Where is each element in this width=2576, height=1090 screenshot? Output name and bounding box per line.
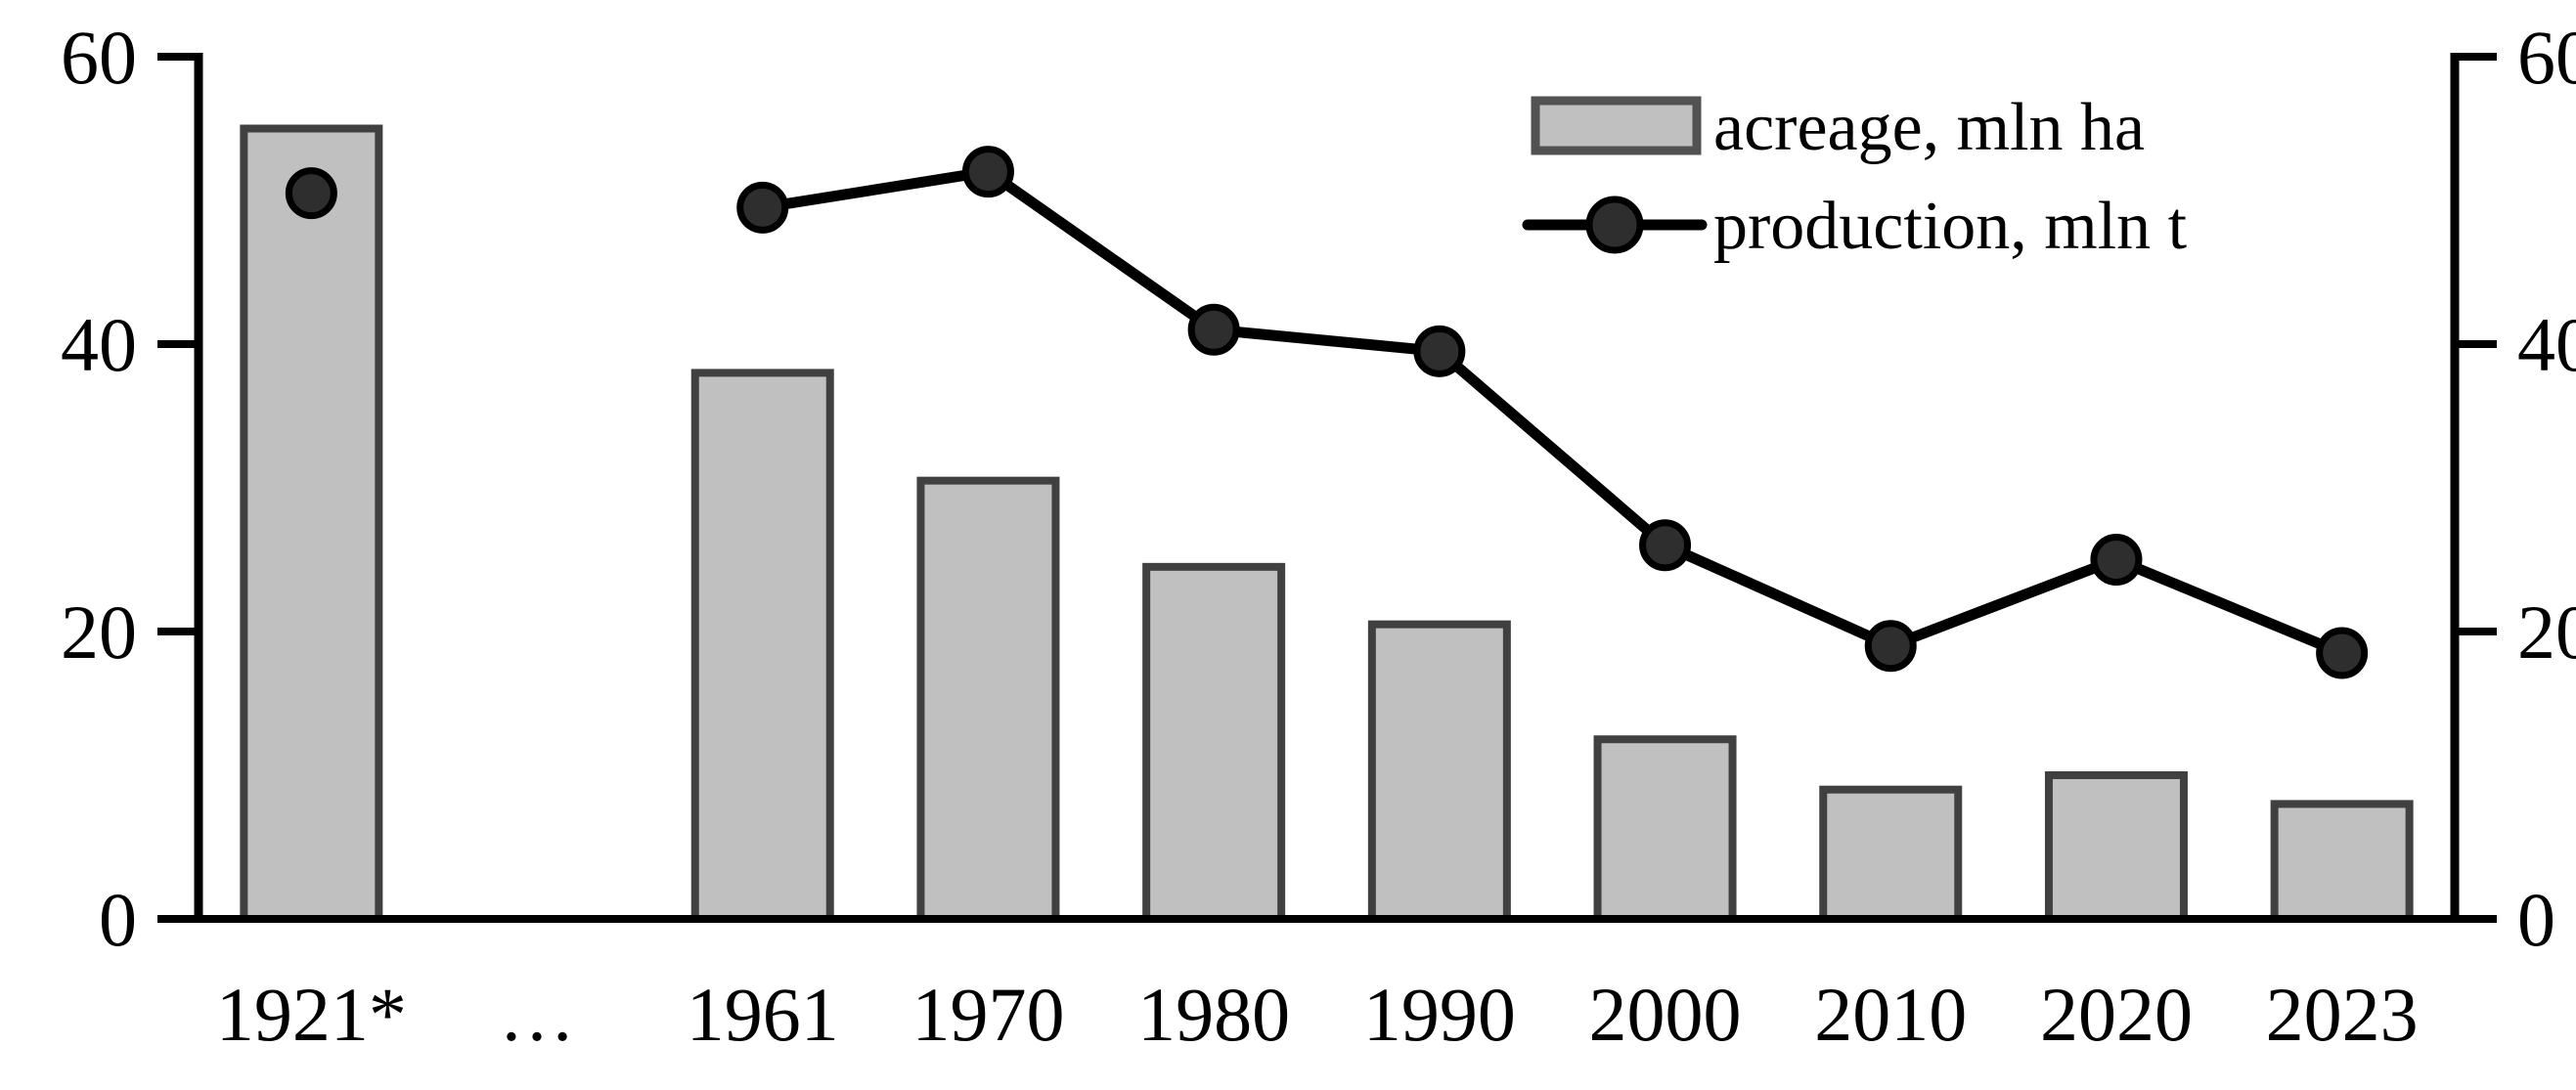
production-marker-2020 — [2090, 534, 2143, 586]
production-marker-1980 — [1187, 303, 1240, 356]
acreage-bar-1980 — [1142, 562, 1286, 923]
acreage-bar-1970 — [916, 476, 1060, 923]
x-tick-label-5: 1980 — [1137, 972, 1290, 1057]
acreage-bar-1921 — [240, 124, 383, 923]
acreage-bar-2020 — [2044, 771, 2188, 923]
x-tick-label-2: … — [499, 972, 575, 1057]
production-marker-1921 — [285, 167, 337, 220]
combo-chart-figure: 0 0 20 20 40 40 60 60 1921*… 1961 1970 1980 1990 2000… — [39, 16, 2576, 1074]
y-tick-label-right-60: 60 — [2517, 16, 2576, 100]
production-marker-2010 — [1864, 620, 1917, 673]
x-tick-label-9: 2020 — [2040, 972, 2193, 1057]
production-marker-1961 — [736, 181, 789, 234]
y-tick-label-left-40: 40 — [61, 302, 137, 387]
legend-production-marker — [1585, 196, 1644, 254]
y-tick-label-right-20: 20 — [2517, 589, 2576, 675]
legend-acreage-swatch — [1531, 96, 1702, 155]
x-tick-label-10: 2023 — [2266, 972, 2419, 1057]
y-tick-label-left-20: 20 — [61, 589, 137, 675]
legend-acreage-label: acreage, mln ha — [1713, 90, 2145, 165]
x-tick-label-8: 2010 — [1814, 972, 1967, 1057]
production-marker-1990 — [1413, 325, 1466, 377]
y-tick-label-left-60: 60 — [61, 16, 137, 100]
acreage-bar-1961 — [690, 369, 834, 923]
acreage-bar-1990 — [1367, 620, 1511, 924]
legend-production-label: production, mln t — [1713, 189, 2188, 264]
acreage-bar-2023 — [2270, 800, 2414, 924]
production-line — [757, 166, 2348, 659]
y-tick-label-left-0: 0 — [99, 877, 137, 962]
x-tick-label-4: 1970 — [911, 972, 1064, 1057]
production-marker-1970 — [961, 146, 1014, 198]
y-tick-label-right-0: 0 — [2517, 877, 2555, 962]
acreage-bar-2010 — [1819, 785, 1963, 924]
y-tick-label-right-40: 40 — [2517, 302, 2576, 387]
production-marker-2023 — [2316, 627, 2369, 679]
x-tick-label-7: 2000 — [1589, 972, 1742, 1057]
production-marker-2000 — [1639, 519, 1692, 572]
x-tick-label-1: 1921* — [216, 972, 407, 1057]
acreage-bar-2000 — [1593, 735, 1737, 923]
x-tick-label-3: 1961 — [687, 972, 839, 1057]
x-tick-label-6: 1990 — [1363, 972, 1516, 1057]
